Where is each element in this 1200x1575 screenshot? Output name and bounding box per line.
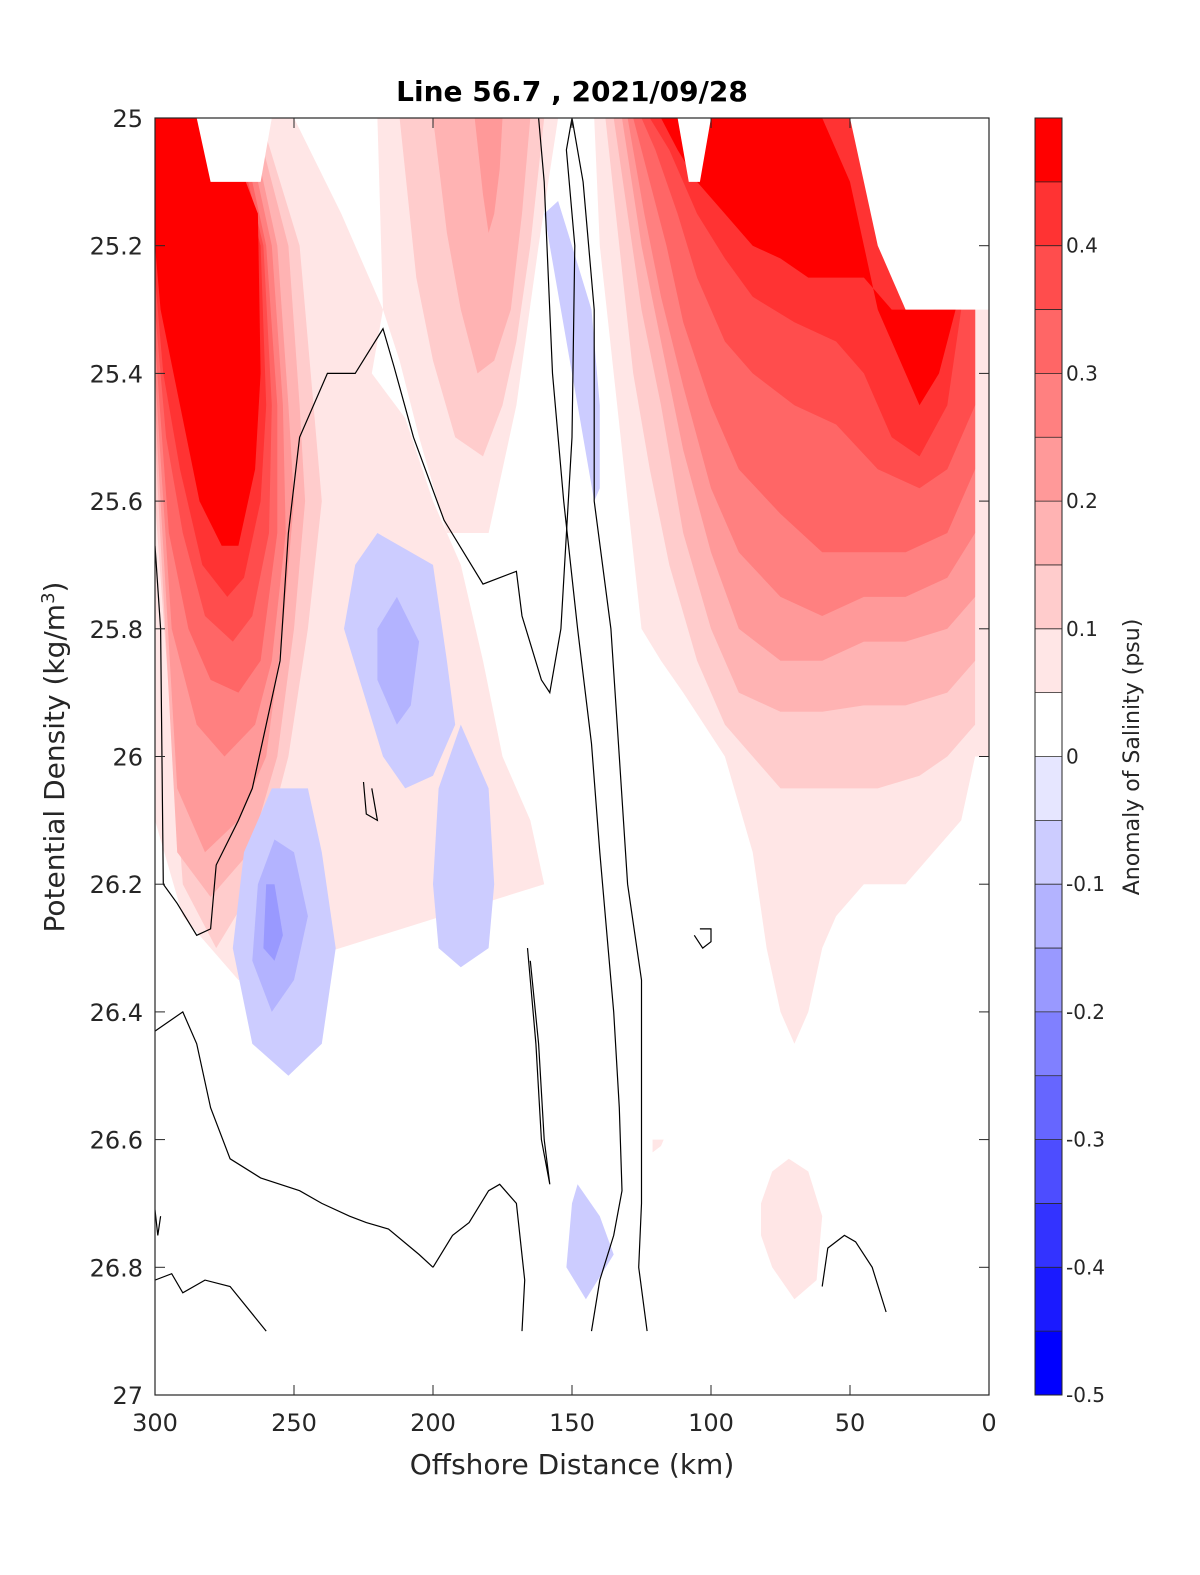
colorbar-tick-label: 0.4 — [1066, 234, 1098, 258]
colorbar-swatch — [1035, 1203, 1062, 1268]
colorbar-swatch — [1035, 245, 1062, 311]
contour-zero-left-edge — [155, 1209, 162, 1236]
x-tick-label: 250 — [271, 1409, 317, 1437]
contour-zero-speck-1 — [362, 781, 379, 822]
colorbar-swatch — [1035, 501, 1062, 566]
contour-zero-bottom-right — [821, 1234, 887, 1313]
colorbar-swatch — [1035, 1331, 1062, 1396]
contour-zero-center-right — [538, 118, 623, 1332]
fill-middle-positive-3 — [474, 118, 503, 233]
y-tick-label: 26 — [112, 744, 143, 772]
y-tick-label: 26.8 — [90, 1254, 143, 1282]
anomaly-fills — [155, 118, 989, 1300]
colorbar-swatch — [1035, 884, 1062, 949]
contour-zero-left-lower — [155, 1010, 434, 1268]
colorbar-swatch — [1035, 1139, 1062, 1204]
x-tick-label: 50 — [835, 1409, 866, 1437]
fill-right-positive-8 — [661, 118, 956, 406]
colorbar-swatch — [1035, 948, 1062, 1013]
colorbar-swatch — [1035, 1011, 1062, 1077]
y-tick-label: 25.8 — [90, 616, 143, 644]
fill-neg-narrow — [544, 201, 600, 502]
y-axis: 25 25.2 25.4 25.6 25.8 26 26.2 26.4 26.6 26.8 27 — [90, 105, 989, 1410]
colorbar-swatch — [1035, 118, 1062, 183]
fill-neg-mid-core — [377, 596, 420, 725]
colorbar-swatch — [1035, 1075, 1062, 1141]
contour-zero-bottom-mid — [432, 1183, 526, 1332]
y-tick-label: 27 — [112, 1382, 143, 1410]
colorbar-swatch — [1035, 181, 1062, 247]
zero-contours — [155, 118, 887, 1332]
x-tick-label: 300 — [132, 1409, 178, 1437]
contour-zero-bottom-left — [155, 1272, 267, 1332]
colorbar-tick-label: 0.1 — [1066, 617, 1098, 641]
x-tick-label: 0 — [981, 1409, 996, 1437]
colorbar-swatch — [1035, 309, 1062, 374]
x-axis: 300 250 200 150 100 50 0 — [132, 118, 997, 1437]
colorbar-tick-label: -0.2 — [1066, 1000, 1105, 1024]
fill-right-notch-2 — [850, 118, 989, 310]
colorbar-swatch — [1035, 373, 1062, 438]
colorbar-tick-label: -0.3 — [1066, 1128, 1105, 1152]
colorbar-tick-label: -0.1 — [1066, 872, 1105, 896]
plot-area — [155, 118, 989, 1395]
colorbar-swatch — [1035, 1267, 1062, 1332]
colorbar-swatch — [1035, 692, 1062, 757]
colorbar-tick-label: 0.3 — [1066, 361, 1098, 385]
colorbar-tick-label: -0.5 — [1066, 1383, 1105, 1407]
colorbar-swatch — [1035, 756, 1062, 821]
y-tick-label: 25 — [112, 105, 143, 133]
colorbar-tick-label: -0.4 — [1066, 1255, 1105, 1279]
y-tick-label: 26.6 — [90, 1127, 143, 1155]
y-axis-label: Potential Density (kg/m3) — [38, 582, 72, 933]
x-tick-label: 100 — [688, 1409, 734, 1437]
fill-neg-left-core — [263, 884, 283, 961]
fill-deep-right-positive — [761, 1158, 823, 1300]
colorbar-tick-label: 0 — [1066, 745, 1079, 769]
colorbar-tick-label: 0.2 — [1066, 489, 1098, 513]
colorbar: -0.5 -0.4 -0.3 -0.2 -0.1 0 0.1 0.2 0.3 0.4 — [1034, 117, 1105, 1407]
x-axis-label: Offshore Distance (km) — [410, 1448, 735, 1481]
y-tick-label: 25.4 — [90, 360, 143, 388]
colorbar-swatch — [1035, 820, 1062, 885]
colorbar-swatch — [1035, 564, 1062, 630]
fill-neg-mid-lower — [433, 724, 495, 968]
colorbar-label: Anomaly of Salinity (psu) — [1120, 619, 1145, 896]
y-tick-label: 26.2 — [90, 871, 143, 899]
y-tick-label: 25.2 — [90, 233, 143, 261]
x-tick-label: 150 — [549, 1409, 595, 1437]
chart-title: Line 56.7 , 2021/09/28 — [396, 75, 748, 108]
colorbar-swatch — [1035, 437, 1062, 502]
contour-zero-speck-2 — [693, 928, 712, 949]
colorbar-swatch — [1035, 628, 1062, 694]
y-tick-label: 26.4 — [90, 999, 143, 1027]
fill-neg-deep — [566, 1184, 614, 1300]
contour-zero-main — [155, 118, 648, 1332]
x-tick-label: 200 — [410, 1409, 456, 1437]
fill-left-positive-8 — [155, 118, 261, 546]
contour-zero-center-loop — [526, 948, 551, 1185]
y-tick-label: 25.6 — [90, 488, 143, 516]
fill-right-notch-1 — [677, 118, 711, 182]
fill-middle-positive-2 — [433, 118, 531, 374]
fill-left-notch — [196, 118, 272, 182]
fill-deep-speck-positive — [652, 1139, 664, 1153]
